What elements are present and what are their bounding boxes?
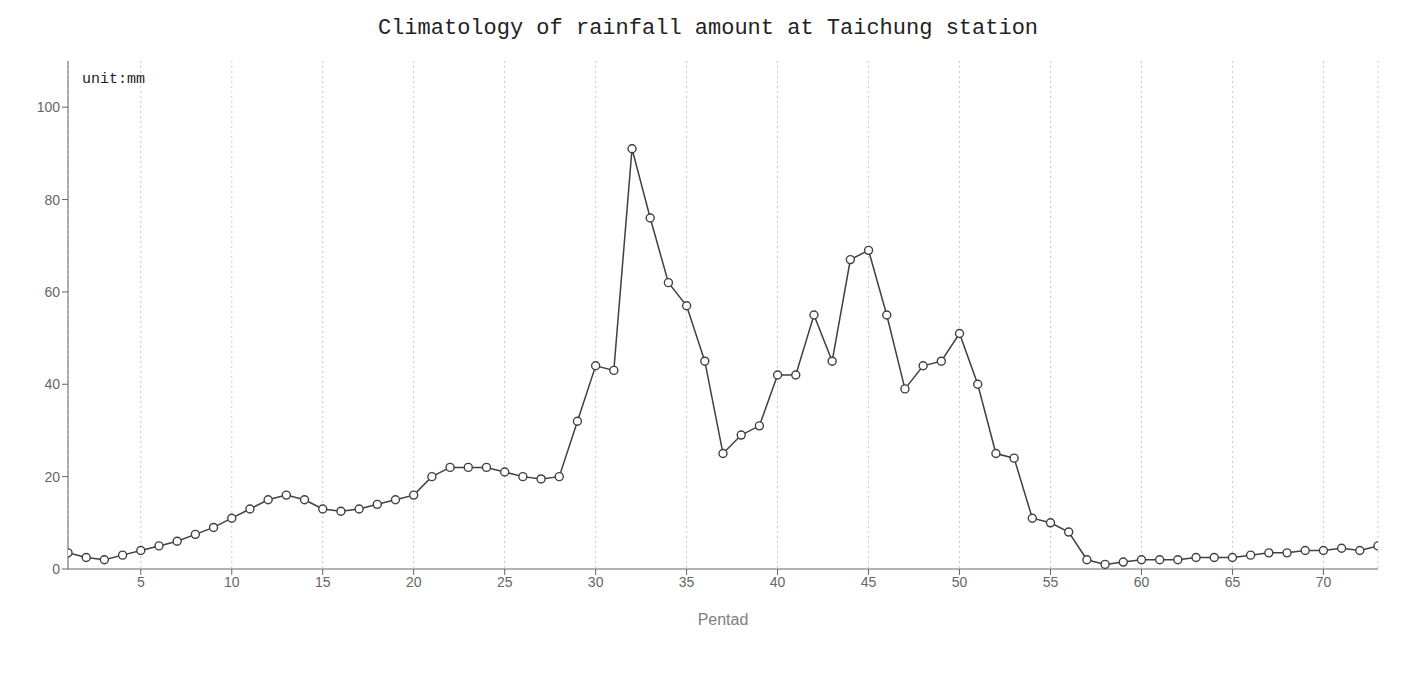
svg-text:10: 10: [224, 574, 240, 590]
svg-text:80: 80: [44, 192, 60, 208]
svg-text:55: 55: [1043, 574, 1059, 590]
svg-text:20: 20: [44, 469, 60, 485]
svg-text:60: 60: [1134, 574, 1150, 590]
svg-text:40: 40: [770, 574, 786, 590]
html-text:Climatology of rainfall amount: Climatology of rainfall amount at Taichu…: [377, 16, 1038, 41]
svg-text:40: 40: [44, 376, 60, 392]
svg-text:100: 100: [37, 99, 61, 115]
svg-text:20: 20: [406, 574, 422, 590]
svg-text:65: 65: [1225, 574, 1241, 590]
svg-text:45: 45: [861, 574, 877, 590]
svg-text:25: 25: [497, 574, 513, 590]
svg-text:30: 30: [588, 574, 604, 590]
html-text:unit:mm: unit:mm: [82, 71, 145, 88]
svg-text:Pentad: Pentad: [698, 611, 749, 628]
svg-text:0: 0: [52, 561, 60, 577]
svg-text:15: 15: [315, 574, 331, 590]
svg-text:35: 35: [679, 574, 695, 590]
svg-text:50: 50: [952, 574, 968, 590]
svg-text:70: 70: [1316, 574, 1332, 590]
svg-text:60: 60: [44, 284, 60, 300]
svg-text:5: 5: [137, 574, 145, 590]
